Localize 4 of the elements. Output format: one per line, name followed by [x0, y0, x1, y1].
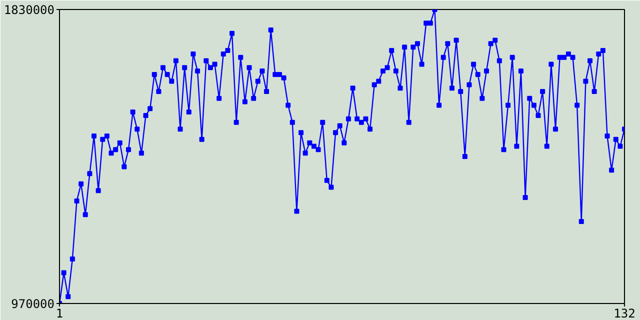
y-tick-label: 1830000	[4, 3, 55, 17]
x-tick-label: 1	[56, 306, 64, 320]
y-tick-label: 970000	[11, 297, 55, 311]
x-tick-label: 132	[614, 306, 636, 320]
